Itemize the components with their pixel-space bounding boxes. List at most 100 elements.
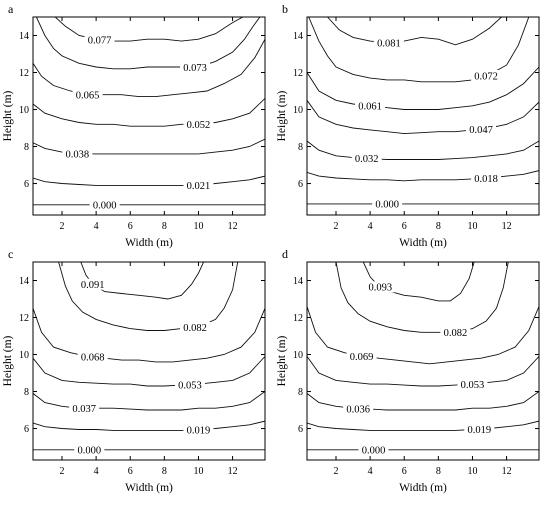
contour-line bbox=[307, 391, 539, 411]
contour-line bbox=[307, 140, 539, 160]
contour-line bbox=[307, 306, 539, 365]
y-tick-label: 8 bbox=[298, 142, 303, 153]
contour-line bbox=[58, 262, 239, 331]
contour-label: 0.047 bbox=[469, 125, 493, 136]
x-tick-label: 2 bbox=[60, 221, 65, 232]
y-tick-label: 8 bbox=[24, 142, 29, 153]
contour-label: 0.036 bbox=[346, 404, 370, 415]
contour-label-bg bbox=[77, 278, 108, 290]
panel-letter: c bbox=[8, 247, 13, 261]
x-tick-label: 6 bbox=[402, 221, 407, 232]
contour-label: 0.065 bbox=[76, 91, 100, 102]
x-tick-label: 6 bbox=[128, 221, 133, 232]
x-tick-label: 4 bbox=[368, 466, 373, 477]
contour-label: 0.019 bbox=[187, 425, 211, 436]
contour-label-bg bbox=[372, 198, 403, 210]
panel-c: c 0.091 0.082 0.068 0.053 0.037 0.019 0.000 2 4 6 8… bbox=[2, 247, 266, 494]
contour-label: 0.073 bbox=[183, 63, 207, 74]
y-tick-label: 6 bbox=[298, 424, 303, 435]
y-axis-label: Height (m) bbox=[276, 335, 288, 386]
y-tick-label: 12 bbox=[19, 68, 29, 79]
panel-d: d 0.093 0.082 0.069 0.053 0.036 0.019 0.000 2 4 6 8… bbox=[276, 247, 540, 494]
contour-label-bg bbox=[440, 326, 471, 338]
contour-label: 0.018 bbox=[474, 174, 498, 185]
contour-label: 0.052 bbox=[187, 120, 211, 131]
contour-label-bg bbox=[365, 281, 396, 293]
x-tick-label: 2 bbox=[60, 466, 65, 477]
x-tick-label: 8 bbox=[436, 221, 441, 232]
contour-label-bg bbox=[180, 61, 211, 73]
y-tick-label: 6 bbox=[24, 179, 29, 190]
contour-label: 0.069 bbox=[350, 352, 374, 363]
x-tick-label: 2 bbox=[334, 221, 339, 232]
y-tick-label: 10 bbox=[19, 350, 29, 361]
panel-b: b 0.081 0.072 0.061 0.047 0.032 0.018 0.000 2 4 6 8… bbox=[276, 2, 540, 249]
contour-line bbox=[335, 262, 509, 333]
x-tick-label: 4 bbox=[94, 221, 99, 232]
x-tick-label: 12 bbox=[228, 466, 238, 477]
contour-line bbox=[35, 17, 261, 70]
contour-label-bg bbox=[180, 321, 211, 333]
contour-line bbox=[307, 356, 539, 387]
y-tick-label: 6 bbox=[298, 179, 303, 190]
contour-label: 0.077 bbox=[88, 35, 112, 46]
contour-label: 0.038 bbox=[66, 150, 90, 161]
contour-label-bg bbox=[89, 199, 120, 211]
y-tick-label: 6 bbox=[24, 424, 29, 435]
contour-line bbox=[307, 420, 539, 431]
x-tick-label: 10 bbox=[467, 466, 477, 477]
x-tick-label: 12 bbox=[502, 221, 512, 232]
contour-label-bg bbox=[74, 444, 105, 456]
x-tick-label: 10 bbox=[193, 466, 203, 477]
contour-label: 0.061 bbox=[358, 102, 382, 113]
y-tick-label: 14 bbox=[293, 276, 303, 287]
plot-frame bbox=[32, 16, 266, 216]
contour-label: 0.053 bbox=[461, 380, 485, 391]
contour-label: 0.093 bbox=[369, 283, 393, 294]
contour-label-bg bbox=[77, 351, 108, 363]
x-tick-label: 8 bbox=[162, 466, 167, 477]
x-tick-label: 8 bbox=[162, 221, 167, 232]
contour-label-bg bbox=[69, 402, 100, 414]
contour-label: 0.000 bbox=[375, 200, 399, 211]
x-tick-label: 4 bbox=[94, 466, 99, 477]
contour-label-bg bbox=[84, 34, 115, 46]
contour-label: 0.000 bbox=[93, 201, 117, 212]
contour-label: 0.000 bbox=[362, 446, 386, 457]
y-tick-label: 8 bbox=[298, 387, 303, 398]
y-tick-label: 10 bbox=[293, 105, 303, 116]
y-tick-label: 14 bbox=[293, 31, 303, 42]
y-axis-label: Height (m) bbox=[2, 90, 14, 141]
contour-label-bg bbox=[464, 423, 495, 435]
panel-letter: b bbox=[282, 2, 288, 16]
y-tick-label: 10 bbox=[19, 105, 29, 116]
contour-label: 0.032 bbox=[355, 154, 379, 165]
contour-line bbox=[308, 17, 530, 83]
contour-label-bg bbox=[471, 69, 502, 81]
contour-line bbox=[307, 66, 539, 110]
contour-label: 0.037 bbox=[72, 404, 96, 415]
contour-label-bg bbox=[183, 118, 214, 130]
x-axis-label: Width (m) bbox=[125, 482, 173, 494]
contour-label-bg bbox=[457, 378, 488, 390]
contour-label-bg bbox=[62, 148, 93, 160]
contour-label-bg bbox=[466, 123, 496, 135]
contour-label-bg bbox=[72, 89, 103, 101]
plot-frame bbox=[306, 16, 540, 216]
contour-label: 0.053 bbox=[178, 380, 202, 391]
contour-label: 0.081 bbox=[377, 39, 401, 50]
contour-line bbox=[33, 308, 265, 363]
x-tick-label: 12 bbox=[502, 466, 512, 477]
contour-label-bg bbox=[174, 379, 205, 391]
y-tick-label: 14 bbox=[19, 276, 29, 287]
x-tick-label: 2 bbox=[334, 466, 339, 477]
contour-label: 0.000 bbox=[77, 446, 101, 457]
y-axis-label: Height (m) bbox=[276, 90, 288, 141]
x-tick-label: 10 bbox=[467, 221, 477, 232]
contour-label: 0.091 bbox=[81, 280, 105, 291]
contour-line bbox=[33, 356, 265, 387]
contour-label-bg bbox=[355, 100, 386, 112]
contour-label-bg bbox=[183, 423, 214, 435]
plot-frame bbox=[306, 261, 540, 461]
